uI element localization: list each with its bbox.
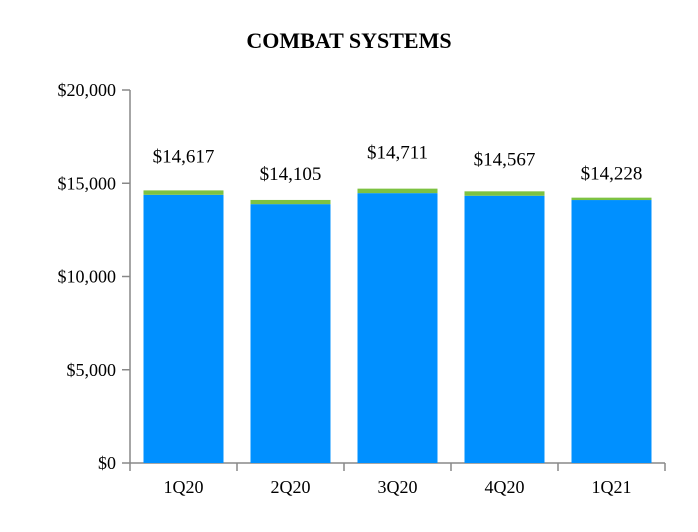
bar-segment-1 <box>571 200 652 463</box>
bar-segment-2 <box>571 197 652 201</box>
x-tick-label: 2Q20 <box>271 477 311 497</box>
bars <box>143 188 652 464</box>
x-tick-label: 1Q20 <box>164 477 204 497</box>
bar-segment-1 <box>357 193 438 463</box>
bar-segment-1 <box>143 194 224 464</box>
y-tick-label: $10,000 <box>58 267 117 287</box>
labels: $14,617 1Q20 $14,105 2Q20 $14,711 3Q20 $14,567… <box>153 143 643 497</box>
x-tick-label: 1Q21 <box>592 477 632 497</box>
data-label: $14,105 <box>260 164 322 185</box>
bar-segment-2 <box>464 191 545 196</box>
x-tick-label: 3Q20 <box>378 477 418 497</box>
y-tick-label: $15,000 <box>58 173 117 193</box>
y-tick-label: $5,000 <box>67 360 117 380</box>
data-label: $14,228 <box>581 164 643 185</box>
bar-segment-1 <box>250 204 331 463</box>
data-label: $14,567 <box>474 149 536 170</box>
y-tick-label: $0 <box>98 453 116 473</box>
data-label: $14,617 <box>153 146 215 167</box>
chart-title: COMBAT SYSTEMS <box>246 28 452 53</box>
data-label: $14,711 <box>367 143 428 164</box>
bar-segment-2 <box>250 199 331 205</box>
x-tick-label: 4Q20 <box>485 477 525 497</box>
bar-segment-2 <box>357 188 438 194</box>
y-tick-label: $20,000 <box>58 80 117 100</box>
bar-segment-1 <box>464 195 545 464</box>
bar-segment-2 <box>143 190 224 195</box>
